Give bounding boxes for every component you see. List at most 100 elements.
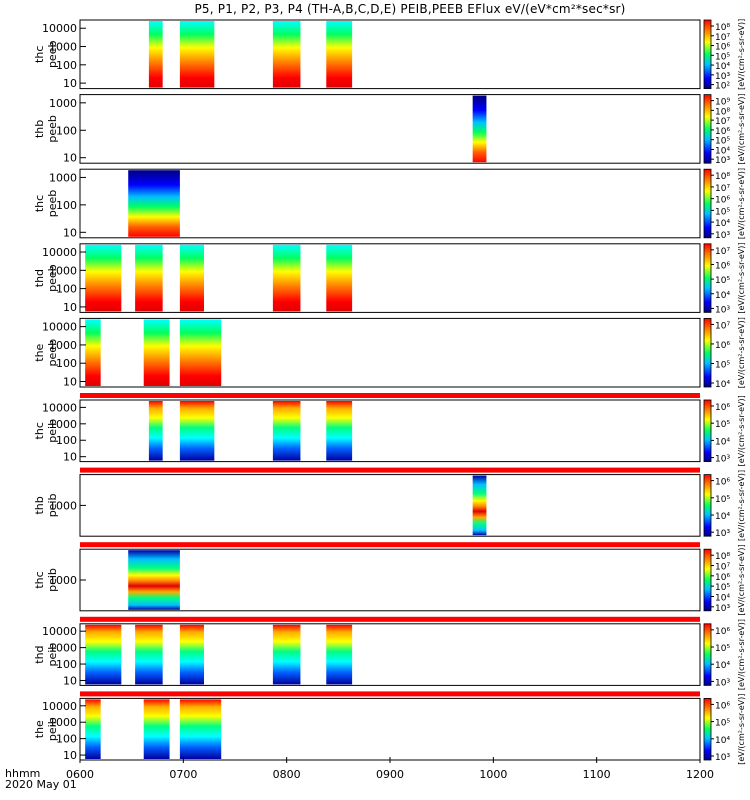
y-tick-label: 1000 [49,339,77,352]
colorbar-tick-label: 10⁴ [715,219,730,229]
colorbar-tick-label: 10⁵ [715,420,730,430]
colorbar [703,623,712,686]
colorbar-tick-label: 10⁴ [715,736,730,746]
y-tick-label: 100 [56,658,77,671]
panel-thd-peib: 10000 1000 100 10 thd peib 10⁶ 10⁵ 10⁴ 10³ [eV/(cm… [33,616,746,690]
colorbar-tick-label: 10⁶ [715,701,730,711]
colorbar-tick-label: 10⁴ [715,512,730,522]
data-block [143,319,170,386]
y-tick-label: 10 [63,674,77,687]
colorbar-tick-label: 10⁵ [715,137,730,147]
panel-frame [79,697,701,761]
y-tick-label: 1000 [49,574,77,587]
y-axis-label: thd [33,645,46,663]
top-band [80,691,700,697]
top-band [80,616,700,622]
y-tick-label: 10 [63,226,77,239]
y-axis-label: thc [33,422,46,439]
colorbar-tick-label: 10³ [715,72,730,82]
colorbar-tick-label: 10⁶ [715,627,730,637]
y-tick-label: 10 [63,152,77,165]
y-tick-label: 1000 [49,41,77,54]
panel-frame [79,19,701,90]
data-block [135,244,163,312]
colorbar-tick-label: 10⁴ [715,146,730,156]
data-block [143,699,170,759]
panel-frame [79,317,701,388]
panel-frame [79,168,701,239]
colorbar-tick-label: 10³ [715,529,730,539]
colorbar-tick-label: 10⁶ [715,478,730,488]
colorbar-tick-label: 10⁴ [715,661,730,671]
colorbar-tick-label: 10⁶ [715,341,730,351]
y-axis-label: thd [33,269,46,287]
y-tick-label: 1000 [49,97,77,110]
data-block [326,624,353,685]
y-axis-label: peib [46,717,59,741]
y-tick-label: 100 [56,124,77,137]
x-tick-label: 1200 [686,768,714,781]
y-axis-label: thb [33,496,46,514]
top-band [80,467,700,473]
data-block [128,170,180,237]
y-tick-label: 1000 [49,716,77,729]
top-band [80,542,700,548]
y-axis-label: thc [33,46,46,63]
y-tick-label: 10 [63,749,77,762]
colorbar-tick-label: 10⁶ [715,261,730,271]
data-block [472,95,487,163]
panel-thc-peib: 10000 1000 100 10 thc peib 10⁶ 10⁵ 10⁴ 10³ [eV/(cm… [33,393,746,466]
colorbar-label: [eV/(cm²-s-sr-eV)] [737,243,746,314]
colorbar-label: [eV/(cm²-s-sr-eV)] [737,19,746,90]
y-tick-label: 10000 [42,246,77,259]
colorbar-label: [eV/(cm²-s-sr-eV)] [737,544,746,615]
colorbar-tick-label: 10⁵ [715,719,730,729]
y-axis-label: peeb [46,264,59,292]
y-tick-label: 10000 [42,22,77,35]
y-axis-label: peib [46,643,59,667]
y-tick-label: 10000 [42,401,77,414]
colorbar [703,399,712,462]
colorbar-tick-label: 10³ [715,678,730,688]
data-block [179,401,215,461]
data-block [85,319,101,386]
colorbar-tick-label: 10² [715,82,730,92]
y-axis-label: peeb [46,115,59,143]
y-tick-label: 1000 [49,264,77,277]
colorbar-tick-label: 10⁷ [715,33,730,43]
y-tick-label: 10000 [42,700,77,713]
panel-frame [79,474,701,537]
x-axis: 0600 0700 0800 0900 1000 1100 1200 [66,757,714,781]
panel-the-peeb: 10000 1000 100 10 the peeb 10⁷ 10⁶ 10⁵ 10⁴ [eV/(cm… [33,317,746,390]
colorbar-tick-label: 10⁷ [715,321,730,331]
x-tick-label: 1100 [583,768,611,781]
data-block [272,21,301,88]
y-tick-label: 1000 [49,418,77,431]
colorbar-tick-label: 10⁴ [715,62,730,72]
colorbar-tick-label: 10⁶ [715,43,730,53]
colorbar-tick-label: 10³ [715,604,730,614]
colorbar [703,474,712,537]
colorbar-label: [eV/(cm²-s-sr-eV)] [737,470,746,541]
y-tick-label: 100 [56,199,77,212]
data-block [128,550,180,610]
data-block [326,401,353,461]
y-axis-label: the [33,343,46,361]
panel-the-peib: 10000 1000 100 10 the peib 10⁶ 10⁵ 10⁴ 10³ [eV/(cm… [33,691,746,765]
data-block [85,699,101,759]
data-block [179,699,222,759]
colorbar-tick-label: 10⁷ [715,184,730,194]
colorbar-tick-label: 10⁷ [715,247,730,257]
colorbar-tick-label: 10⁵ [715,644,730,654]
date-label: 2020 May 01 [5,778,77,791]
colorbar-tick-label: 10⁸ [715,552,730,562]
colorbar-tick-label: 10⁴ [715,291,730,301]
colorbar [703,94,712,164]
y-tick-label: 1000 [49,499,77,512]
y-tick-label: 10000 [42,625,77,638]
